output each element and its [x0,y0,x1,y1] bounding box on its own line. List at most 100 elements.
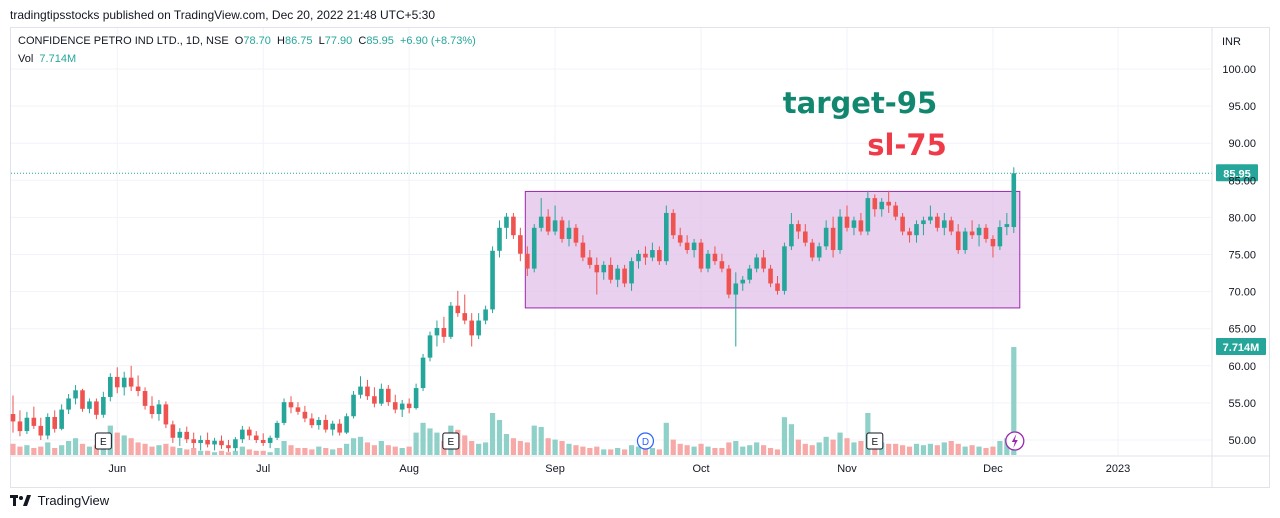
target-annotation: target-95 [783,86,937,120]
volume-bar [295,447,301,455]
time-tick-label: Nov [837,463,857,475]
last-volume-badge [1216,338,1266,355]
candle-body [997,227,1003,247]
volume-bar [288,445,294,455]
candle-body [983,227,989,239]
low-value: 77.90 [324,35,353,47]
low-label: L [318,35,325,47]
volume-bar [552,439,558,455]
candle-body [247,429,252,436]
candle-body [233,439,238,449]
volume-bar [114,432,120,455]
close-value: 85.95 [366,35,394,47]
lightning-bolt-icon [1011,434,1018,448]
volume-bar [142,443,148,455]
volume-bar [816,442,822,455]
candle-body [775,283,780,291]
stoploss-annotation: sl-75 [867,128,947,162]
price-tick-label: 50.00 [1228,435,1256,447]
volume-bar [622,449,628,455]
volume-bar [59,445,65,455]
volume-bar [10,443,16,455]
volume-bar [851,442,857,455]
volume-bar [733,440,739,455]
volume-bar [274,447,280,455]
price-tick-label: 65.00 [1228,324,1256,336]
price-tick-label: 60.00 [1228,361,1256,373]
volume-bar [45,442,51,455]
candle-body [392,402,398,410]
candle-body [733,283,739,295]
volume-bar [559,440,565,455]
volume-bar [906,446,913,455]
candle-body [267,437,273,443]
candle-body [121,377,127,388]
volume-bar [281,440,287,455]
candle-body [844,216,850,228]
volume-bar [350,438,357,455]
candle-body [483,309,488,321]
candle-body [504,216,509,228]
candle-body [622,268,627,284]
volume-bar [364,442,371,455]
candle-body [608,264,613,280]
close-label: C [358,35,367,47]
volume-bar [476,443,482,455]
range-box [524,190,1021,309]
volume-bar [990,446,996,455]
candle-body [900,216,905,232]
earnings-marker-icon [442,432,460,450]
volume-bar [642,447,649,455]
candle-body [52,416,57,429]
candle-body [184,431,190,440]
candle-body [761,257,766,269]
candle-body [226,445,231,449]
price-tick-label: 90.00 [1228,138,1256,150]
time-tick-label: Jun [108,463,126,475]
candle-body [302,411,308,419]
volume-bar [337,447,343,455]
candle-body [73,390,78,399]
volume-bar [955,443,961,455]
candle-body [726,268,732,295]
price-tick-label: 95.00 [1228,101,1256,113]
candle-body [1011,173,1017,228]
tradingview-logo-icon [10,494,31,506]
volume-bar [997,440,1003,455]
volume-bar [205,450,211,455]
candle-body [365,386,370,397]
volume-bar [747,445,753,455]
volume-bar [517,440,523,455]
candle-body [358,386,363,395]
volume-bar [413,432,419,455]
volume-bar [726,442,732,455]
volume-bar [66,440,72,455]
candle-body [525,253,530,269]
candle-body [198,440,203,443]
candle-body [316,419,322,426]
publish-info-text: tradingtipsstocks published on TradingVi… [10,8,436,22]
candle-body [754,257,759,269]
candle-body [191,439,196,443]
tradingview-footer[interactable]: TradingView [10,492,109,510]
candle-body [851,220,857,228]
volume-bar [531,425,537,455]
candle-body [135,386,141,392]
candle-body [386,388,391,403]
volume-bar [184,449,190,455]
candle-body [740,279,746,284]
time-tick-label: 2023 [1106,463,1130,475]
time-tick-label: Aug [399,463,419,475]
volume-bar [198,450,204,455]
volume-bar [524,442,530,455]
candle-body [66,398,71,410]
candle-body [288,402,294,408]
candle-body [379,388,384,404]
candle-body [552,220,558,232]
candle-body [664,212,669,262]
volume-value: 7.714M [39,53,77,65]
volume-bar [900,445,906,455]
open-label: O [234,35,244,47]
earnings-marker-icon [866,432,884,450]
